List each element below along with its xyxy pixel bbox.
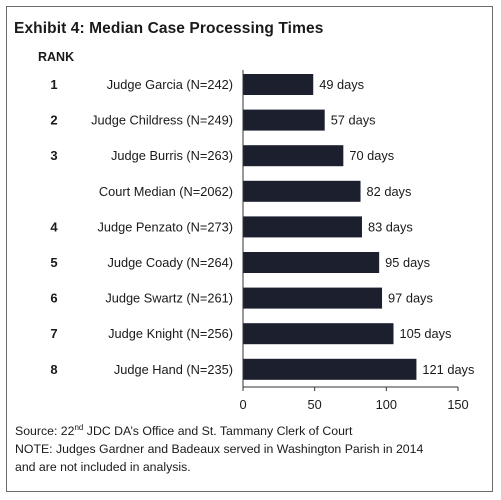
source-suffix: JDC DA’s Office and St. Tammany Clerk of… xyxy=(83,424,353,439)
data-label: 95 days xyxy=(385,255,430,270)
category-label: Judge Knight (N=256) xyxy=(108,326,233,341)
rank-label: 6 xyxy=(50,291,57,306)
x-tick-label: 100 xyxy=(376,397,397,412)
data-label: 82 days xyxy=(367,184,412,199)
source-prefix: Source: 22 xyxy=(15,424,75,439)
data-label: 57 days xyxy=(331,113,376,128)
rank-label: 3 xyxy=(50,148,57,163)
data-label: 97 days xyxy=(388,291,433,306)
data-label: 121 days xyxy=(422,362,474,377)
rank-label: 8 xyxy=(50,362,57,377)
data-label: 105 days xyxy=(400,326,452,341)
category-label: Judge Swartz (N=261) xyxy=(105,291,233,306)
category-label: Judge Garcia (N=242) xyxy=(107,77,233,92)
bar xyxy=(243,358,417,380)
bar xyxy=(243,180,361,202)
footnote: Source: 22nd JDC DA’s Office and St. Tam… xyxy=(15,419,485,476)
bar xyxy=(243,287,383,309)
rank-header: RANK xyxy=(38,50,75,64)
category-label: Judge Burris (N=263) xyxy=(111,148,233,163)
category-label: Judge Coady (N=264) xyxy=(107,255,233,270)
data-label: 83 days xyxy=(368,219,413,234)
rank-label: 7 xyxy=(50,326,57,341)
rank-label: 1 xyxy=(50,77,57,92)
bar-chart: 1 Judge Garcia (N=242) 49 days 2 Judge Child… xyxy=(50,70,474,412)
bar xyxy=(243,109,325,131)
rank-label: 2 xyxy=(50,113,57,128)
category-label: Judge Hand (N=235) xyxy=(114,362,233,377)
x-tick-label: 150 xyxy=(447,397,468,412)
source-superscript: nd xyxy=(74,423,84,432)
category-label: Court Median (N=2062) xyxy=(99,184,233,199)
chart-title: Exhibit 4: Median Case Processing Times xyxy=(14,20,324,37)
data-label: 49 days xyxy=(319,77,364,92)
bar xyxy=(243,145,344,167)
bar xyxy=(243,323,394,345)
rank-label: 4 xyxy=(50,219,58,234)
bar xyxy=(243,74,314,95)
note-line-2: and are not included in analysis. xyxy=(15,460,191,475)
category-label: Judge Penzato (N=273) xyxy=(97,219,233,234)
bar xyxy=(243,252,380,273)
x-tick-label: 50 xyxy=(308,397,322,412)
bar xyxy=(243,216,362,238)
note-line-1: NOTE: Judges Gardner and Badeaux served … xyxy=(15,442,424,457)
category-label: Judge Childress (N=249) xyxy=(91,113,233,128)
data-label: 70 days xyxy=(349,148,394,163)
x-tick-label: 0 xyxy=(239,397,246,412)
rank-label: 5 xyxy=(50,255,57,270)
source-line: Source: 22nd JDC DA’s Office and St. Tam… xyxy=(15,419,485,440)
